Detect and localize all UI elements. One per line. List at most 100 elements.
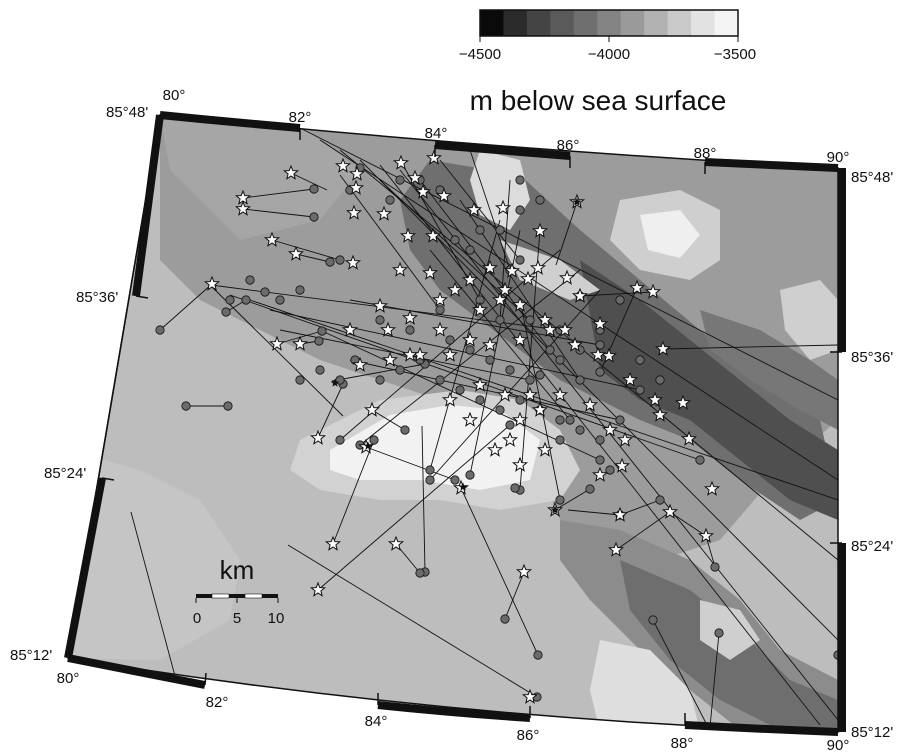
circle-marker bbox=[465, 470, 475, 480]
track-line bbox=[229, 294, 701, 461]
circle-marker bbox=[648, 615, 658, 625]
star-marker bbox=[511, 456, 529, 472]
track-line bbox=[359, 269, 581, 446]
circle-marker bbox=[485, 355, 495, 365]
star-marker bbox=[591, 315, 609, 331]
circle-marker bbox=[495, 405, 505, 415]
circle-marker bbox=[505, 420, 515, 430]
scale-bar-segment bbox=[229, 594, 245, 598]
track-line bbox=[339, 174, 441, 311]
star-marker bbox=[425, 149, 443, 165]
circle-marker bbox=[375, 315, 385, 325]
star-marker bbox=[401, 346, 419, 362]
circle-marker bbox=[595, 367, 605, 377]
star-marker bbox=[486, 441, 504, 457]
circle-marker bbox=[405, 325, 415, 335]
track-line bbox=[371, 409, 406, 431]
track-line bbox=[652, 619, 709, 728]
track-line bbox=[399, 159, 481, 301]
star-marker bbox=[680, 430, 698, 446]
colorbar: −4500 −4000 −3500 bbox=[459, 9, 756, 63]
longitude-label: 86° bbox=[517, 727, 540, 744]
star-marker bbox=[550, 505, 560, 514]
star-marker bbox=[435, 187, 453, 203]
star-marker bbox=[461, 331, 479, 347]
star-marker bbox=[496, 386, 514, 402]
star-marker bbox=[431, 291, 449, 307]
star-marker bbox=[501, 431, 519, 447]
bathymetry-field bbox=[68, 115, 838, 732]
star-marker bbox=[589, 346, 607, 362]
frame-segment bbox=[132, 114, 164, 297]
circle-marker bbox=[515, 205, 525, 215]
star-marker bbox=[551, 386, 569, 402]
frame-segment bbox=[67, 654, 206, 689]
star-marker bbox=[591, 466, 609, 482]
circle-marker bbox=[510, 483, 520, 493]
scale-bar-segment bbox=[262, 594, 278, 598]
depth-contour bbox=[470, 150, 530, 230]
map-frame bbox=[64, 111, 846, 736]
star-marker bbox=[363, 401, 381, 417]
star-marker bbox=[421, 264, 439, 280]
circle-marker bbox=[535, 370, 545, 380]
star-marker bbox=[566, 336, 584, 352]
circle-marker bbox=[575, 375, 585, 385]
circle-marker bbox=[275, 295, 285, 305]
track-line bbox=[317, 424, 511, 591]
longitude-label: 90° bbox=[827, 737, 850, 752]
star-marker bbox=[287, 245, 305, 261]
star-marker bbox=[536, 441, 554, 457]
latitude-label: 85°36' bbox=[76, 289, 118, 306]
star-marker bbox=[387, 535, 405, 551]
scale-bar-segment bbox=[211, 593, 230, 599]
scale-bar-segment bbox=[244, 593, 263, 599]
circle-marker bbox=[605, 465, 615, 475]
colorbar-cell bbox=[620, 10, 645, 36]
circle-marker bbox=[225, 295, 235, 305]
circle-marker bbox=[615, 415, 625, 425]
track-line bbox=[554, 488, 591, 511]
circle-marker bbox=[475, 395, 485, 405]
circle-marker bbox=[495, 225, 505, 235]
circle-marker bbox=[335, 435, 345, 445]
star-marker bbox=[531, 401, 549, 417]
circle-marker bbox=[615, 295, 625, 305]
circle-marker bbox=[385, 195, 395, 205]
longitude-labels: 80° 82° 84° 86° 88° 90° 80° 82° 84° 86° … bbox=[57, 87, 850, 752]
latitude-labels: 85°48' 85°36' 85°24' 85°12' 85°48' 85°36… bbox=[10, 104, 893, 741]
star-marker bbox=[646, 391, 664, 407]
scale-bar-tick-label: 10 bbox=[268, 610, 285, 627]
star-marker bbox=[529, 259, 547, 275]
circle-marker bbox=[295, 375, 305, 385]
star-marker bbox=[330, 378, 340, 387]
star-marker bbox=[391, 261, 409, 277]
circle-marker bbox=[295, 285, 305, 295]
depth-contour bbox=[780, 280, 838, 360]
star-marker bbox=[621, 371, 639, 387]
circle-marker bbox=[515, 255, 525, 265]
star-marker bbox=[309, 429, 327, 445]
star-marker bbox=[558, 269, 576, 285]
track-line bbox=[399, 169, 838, 721]
depth-contour bbox=[500, 240, 600, 300]
circle-marker bbox=[314, 336, 324, 346]
star-marker bbox=[511, 411, 529, 427]
latitude-label: 85°24' bbox=[851, 538, 893, 555]
star-marker bbox=[379, 321, 397, 337]
track-line bbox=[359, 159, 838, 641]
star-marker bbox=[203, 275, 221, 291]
track-line bbox=[615, 511, 671, 551]
circle-marker bbox=[565, 415, 575, 425]
star-marker bbox=[424, 227, 442, 243]
latitude-label: 85°12' bbox=[851, 724, 893, 741]
scale-bar-unit: km bbox=[220, 555, 255, 585]
track-line bbox=[519, 299, 561, 501]
circle-marker bbox=[375, 375, 385, 385]
depth-contour bbox=[330, 405, 540, 490]
circle-marker bbox=[415, 568, 425, 578]
circle-marker bbox=[221, 307, 231, 317]
depth-contour bbox=[580, 260, 838, 520]
track-line bbox=[331, 363, 426, 382]
